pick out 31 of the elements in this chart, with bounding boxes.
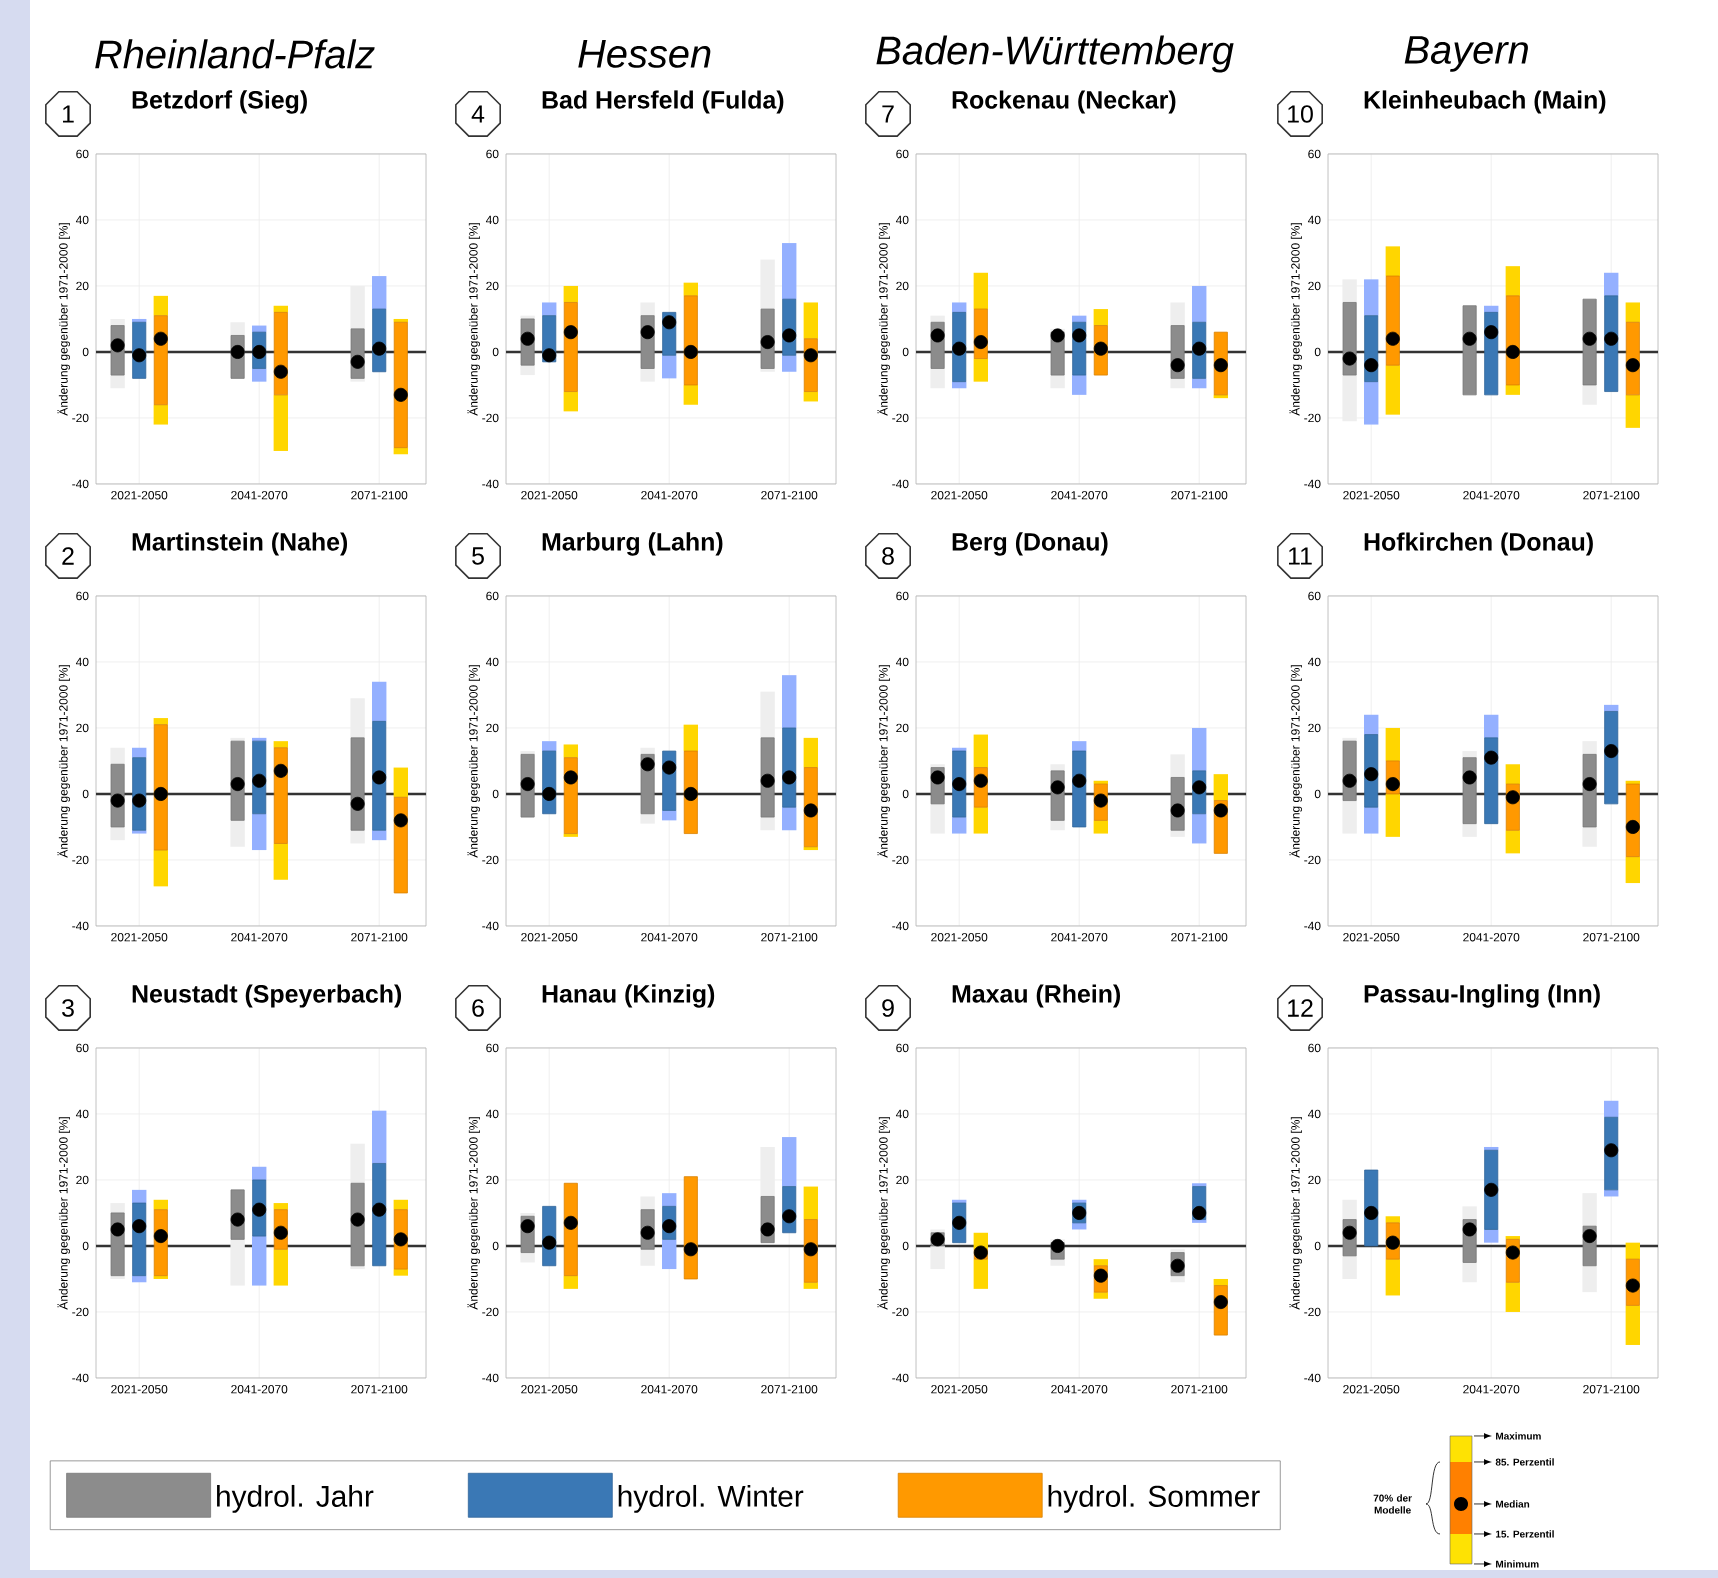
chart-title: Maxau (Rhein) bbox=[952, 984, 1121, 1008]
text: 4 bbox=[471, 105, 485, 123]
chart-title: Marburg (Lahn) bbox=[542, 532, 723, 556]
chart-title: Kleinheubach (Main) bbox=[1364, 90, 1606, 114]
chart-title: Hanau (Kinzig) bbox=[542, 984, 715, 1008]
chart-title: Rockenau (Neckar) bbox=[952, 90, 1176, 114]
text: 2 bbox=[62, 547, 74, 565]
text: 8 bbox=[882, 547, 894, 565]
text: Bayern bbox=[1404, 36, 1528, 72]
legend-label: hydrol. Sommer bbox=[1048, 1484, 1260, 1513]
legend-label: hydrol. Jahr bbox=[217, 1484, 374, 1513]
text: 11 bbox=[1289, 547, 1312, 565]
legend-label: hydrol. Winter bbox=[618, 1484, 804, 1513]
chart-title: Bad Hersfeld (Fulda) bbox=[542, 90, 784, 114]
text: 12 bbox=[1288, 999, 1313, 1017]
chart-title: Neustadt (Speyerbach) bbox=[132, 984, 402, 1008]
text: 6 bbox=[472, 999, 484, 1017]
text: 3 bbox=[62, 999, 74, 1017]
text: Baden-Württemberg bbox=[876, 35, 1234, 73]
chart-title: Martinstein (Nahe) bbox=[132, 532, 348, 556]
text: 1 bbox=[63, 105, 74, 123]
chart-title: Passau-Ingling (Inn) bbox=[1364, 984, 1600, 1008]
text: 5 bbox=[472, 547, 484, 565]
text: 10 bbox=[1288, 105, 1313, 123]
text: 9 bbox=[882, 999, 894, 1017]
chart-title: Betzdorf (Sieg) bbox=[132, 90, 307, 114]
chart-title: Berg (Donau) bbox=[952, 532, 1108, 556]
text: 7 bbox=[882, 105, 894, 123]
text: Rheinland-Pfalz bbox=[95, 39, 375, 69]
chart-title: Hofkirchen (Donau) bbox=[1364, 532, 1593, 556]
text: Hessen bbox=[578, 40, 711, 68]
